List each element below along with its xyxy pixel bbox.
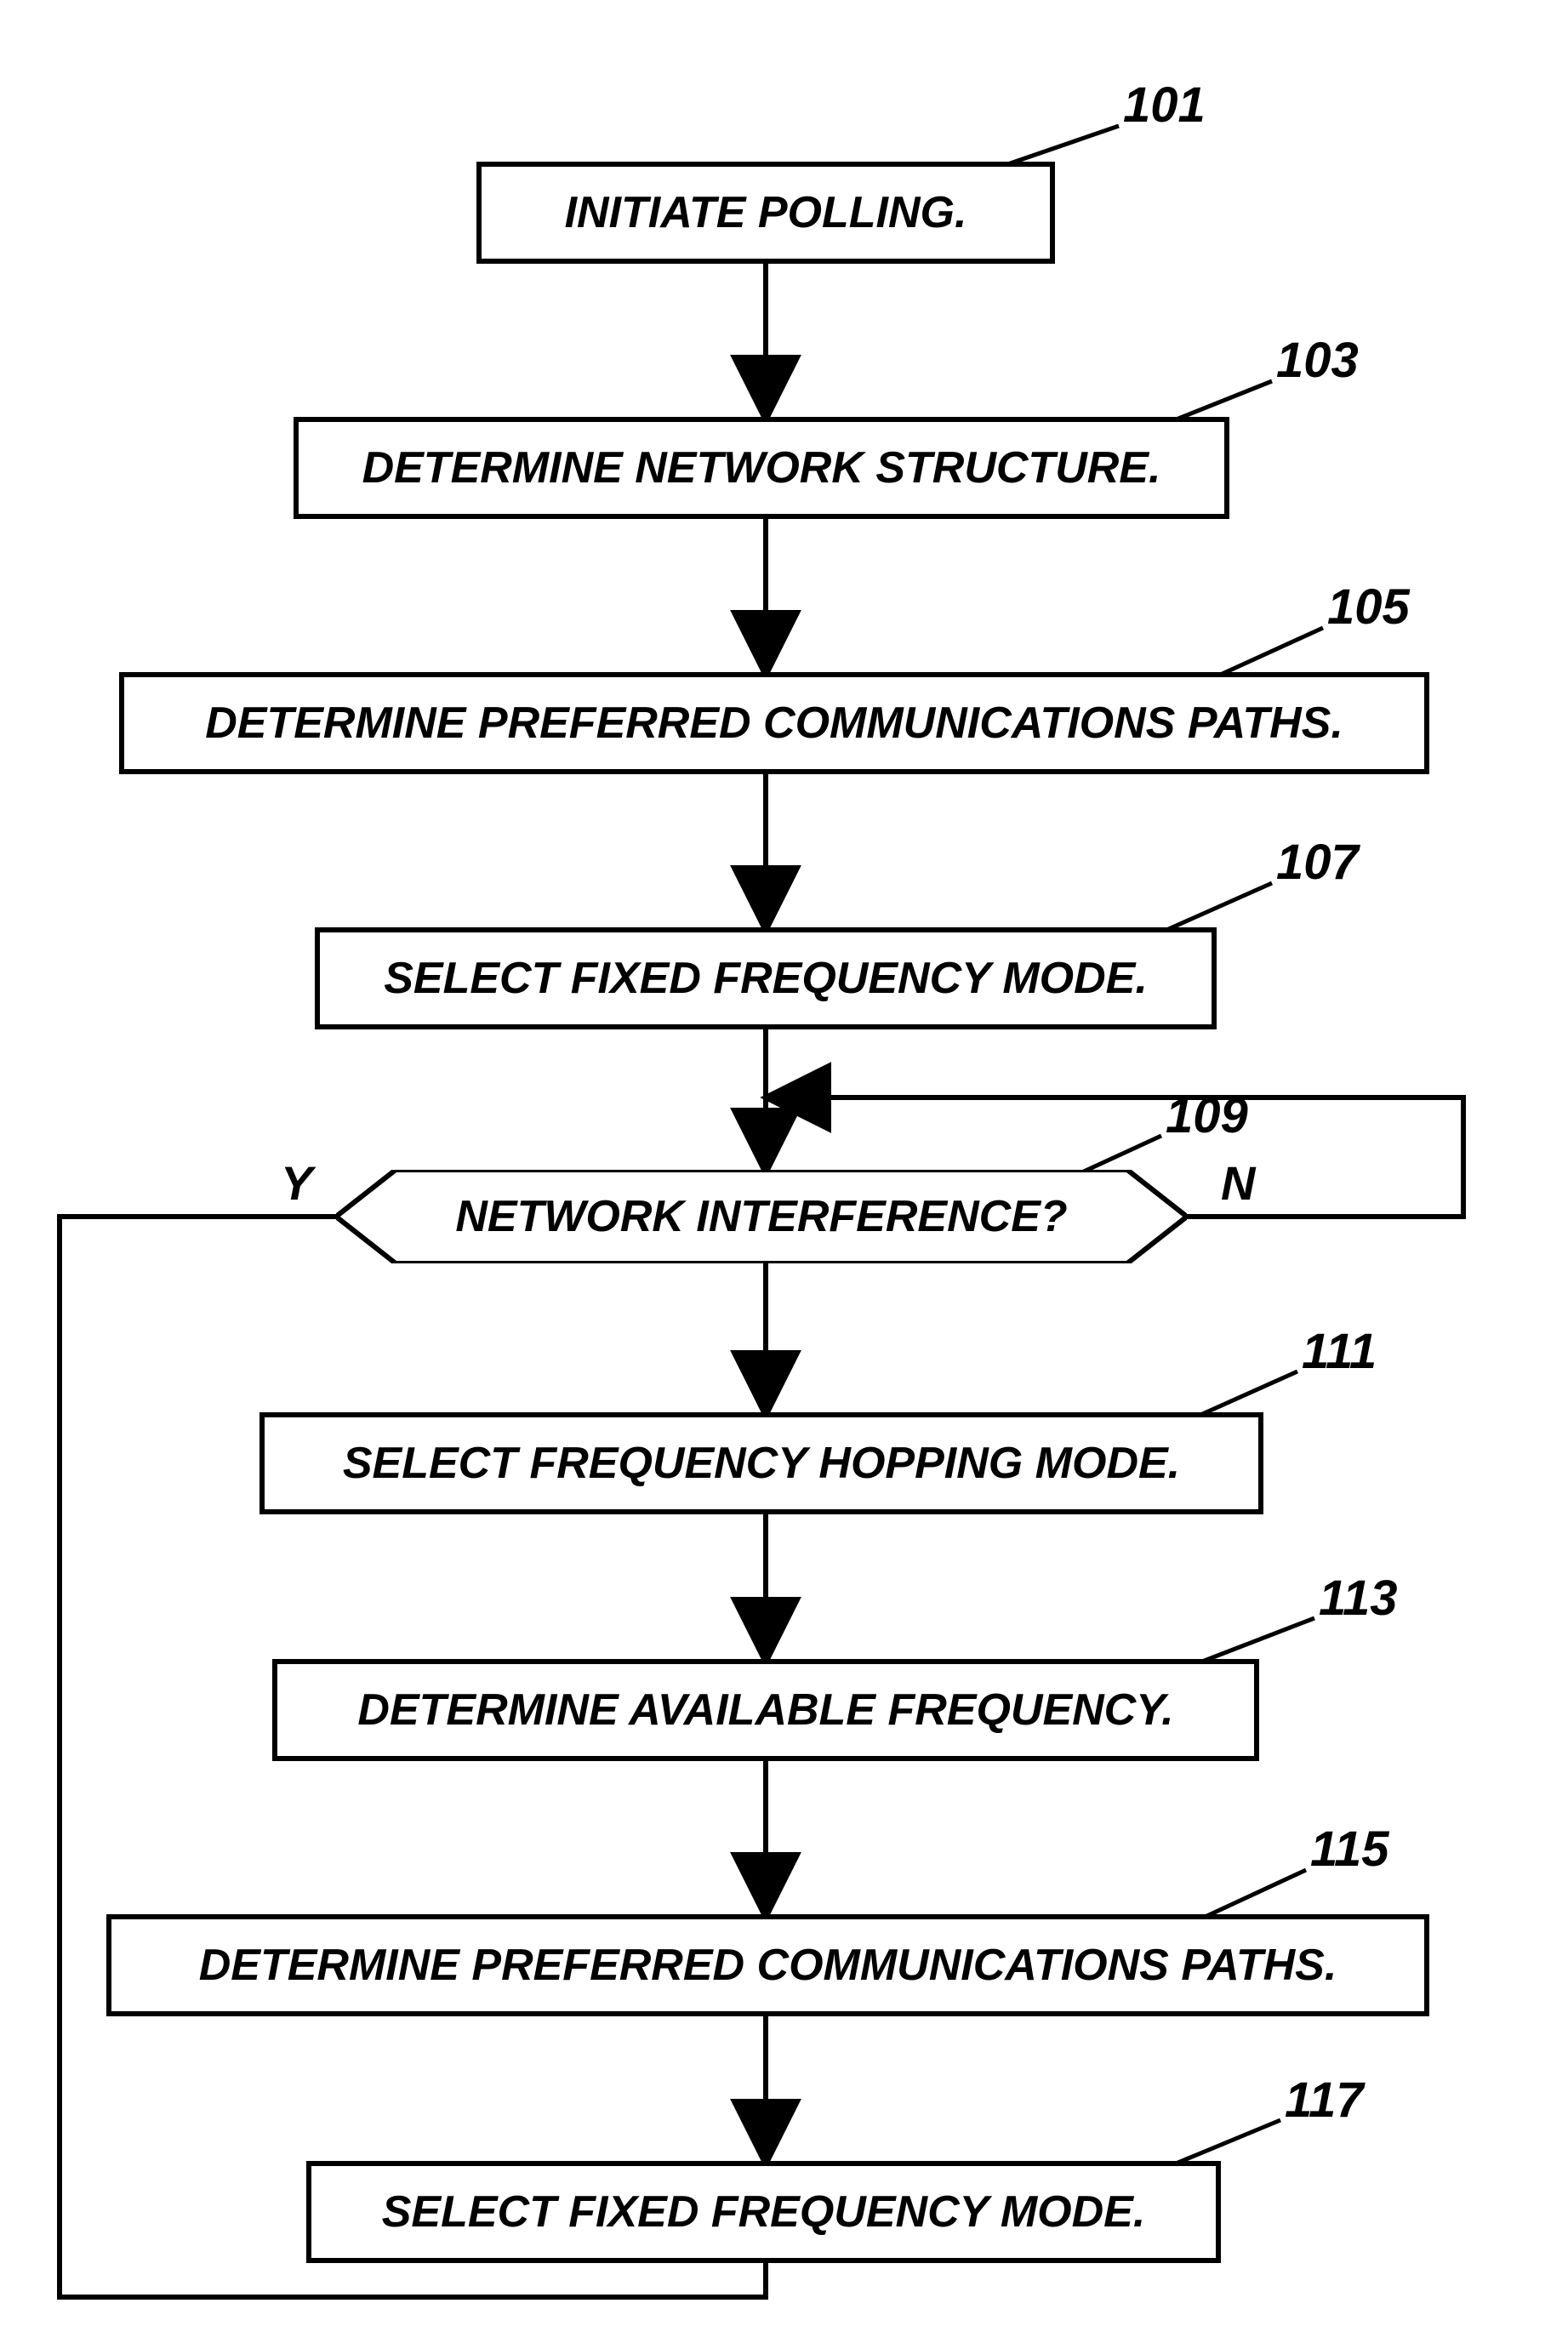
ref-107: 107 (1276, 834, 1359, 891)
node-109: NETWORK INTERFERENCE? (336, 1170, 1187, 1263)
decision-N: N (1221, 1155, 1255, 1211)
node-109-label: NETWORK INTERFERENCE? (455, 1191, 1067, 1242)
node-105: DETERMINE PREFERRED COMMUNICATIONS PATHS… (119, 672, 1429, 774)
ref-103: 103 (1276, 332, 1359, 389)
ref-111: 111 (1302, 1323, 1377, 1380)
ref-117: 117 (1285, 2072, 1363, 2129)
leader-105 (1217, 628, 1323, 676)
node-113-label: DETERMINE AVAILABLE FREQUENCY. (357, 1685, 1173, 1736)
node-101: INITIATE POLLING. (476, 162, 1055, 264)
node-103-label: DETERMINE NETWORK STRUCTURE. (362, 442, 1161, 493)
ref-101: 101 (1123, 77, 1206, 134)
flowchart-canvas: INITIATE POLLING. DETERMINE NETWORK STRU… (0, 0, 1568, 2326)
node-105-label: DETERMINE PREFERRED COMMUNICATIONS PATHS… (205, 698, 1343, 749)
node-111: SELECT FREQUENCY HOPPING MODE. (259, 1412, 1263, 1514)
ref-105: 105 (1327, 579, 1410, 636)
node-117-label: SELECT FIXED FREQUENCY MODE. (382, 2186, 1146, 2238)
node-113: DETERMINE AVAILABLE FREQUENCY. (272, 1659, 1259, 1761)
leader-107 (1157, 883, 1272, 934)
node-101-label: INITIATE POLLING. (565, 187, 967, 238)
node-103: DETERMINE NETWORK STRUCTURE. (294, 417, 1229, 519)
decision-Y: Y (281, 1155, 312, 1211)
ref-109: 109 (1166, 1087, 1248, 1144)
node-115-label: DETERMINE PREFERRED COMMUNICATIONS PATHS… (199, 1940, 1337, 1991)
ref-115: 115 (1310, 1821, 1388, 1878)
leader-115 (1200, 1870, 1306, 1919)
node-107-label: SELECT FIXED FREQUENCY MODE. (384, 953, 1148, 1004)
node-115: DETERMINE PREFERRED COMMUNICATIONS PATHS… (106, 1914, 1429, 2016)
node-117: SELECT FIXED FREQUENCY MODE. (306, 2161, 1221, 2263)
node-111-label: SELECT FREQUENCY HOPPING MODE. (343, 1438, 1180, 1489)
ref-113: 113 (1319, 1570, 1397, 1627)
node-107: SELECT FIXED FREQUENCY MODE. (315, 927, 1217, 1029)
